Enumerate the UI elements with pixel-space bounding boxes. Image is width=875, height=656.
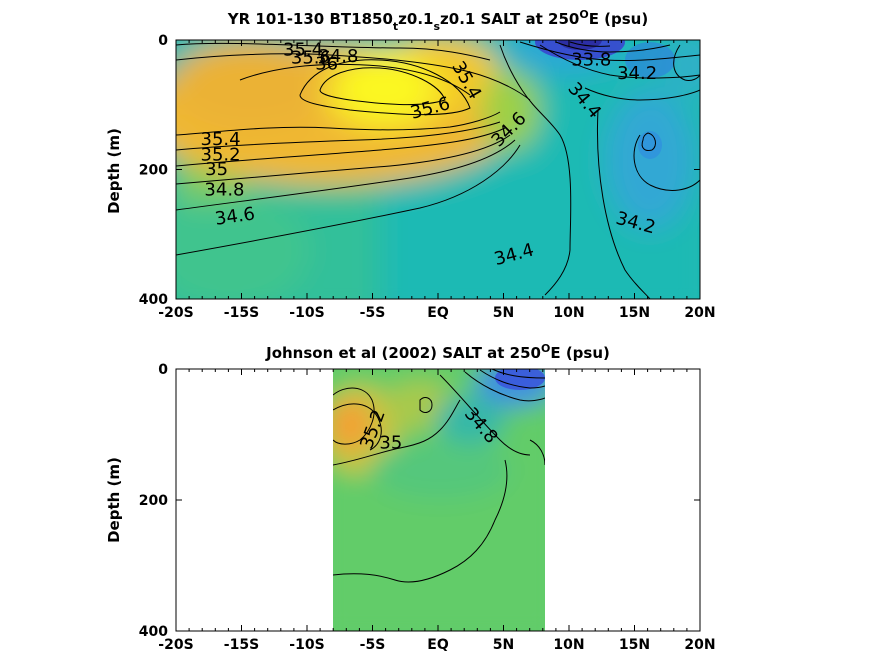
top-contour-label: 35.4 xyxy=(283,40,323,61)
top-x-tick-label: -15S xyxy=(224,305,259,321)
top-x-tick-label: 10N xyxy=(553,305,584,321)
bottom-contour-label: 35 xyxy=(379,432,402,453)
top-x-tick-label: -20S xyxy=(158,305,193,321)
top-y-axis-label: Depth (m) xyxy=(105,128,123,214)
bottom-y-tick-label: 0 xyxy=(158,362,168,378)
top-contour-label: 36 xyxy=(315,53,338,74)
bottom-x-tick-label: -10S xyxy=(289,637,324,653)
top-y-tick-label: 200 xyxy=(139,163,168,179)
top-x-tick-label: EQ xyxy=(427,305,449,321)
top-x-tick-label: -10S xyxy=(289,305,324,321)
bottom-contour-lines xyxy=(333,369,545,583)
bottom-x-tick-label: 10N xyxy=(553,637,584,653)
top-chart-title: YR 101-130 BT1850tz0.1sz0.1 SALT at 250O… xyxy=(227,8,648,33)
top-contour-label: 35 xyxy=(205,159,228,180)
top-contour-label: 35.2 xyxy=(201,145,241,166)
bottom-x-tick-label: EQ xyxy=(427,637,449,653)
top-x-tick-label: 15N xyxy=(619,305,650,321)
top-x-tick-label: 5N xyxy=(493,305,514,321)
top-x-tick-label: 20N xyxy=(684,305,715,321)
top-contour-label: 33.8 xyxy=(571,49,611,70)
top-contour-label: 34.8 xyxy=(204,180,244,201)
bottom-x-tick-label: -5S xyxy=(360,637,386,653)
bottom-x-tick-label: 5N xyxy=(493,637,514,653)
top-panel: YR 101-130 BT1850tz0.1sz0.1 SALT at 250O… xyxy=(105,8,716,321)
top-y-tick-label: 400 xyxy=(139,292,168,308)
top-contour-label: 35.4 xyxy=(201,129,241,150)
bottom-salinity-field: 35.235 34.8 xyxy=(333,369,545,631)
bottom-x-tick-label: -15S xyxy=(224,637,259,653)
top-contour-label: 35.6 xyxy=(291,47,331,68)
top-contour-labels: 35.435.634.83635.635.435.23534.834.635.4… xyxy=(201,40,658,270)
top-contour-lines xyxy=(176,41,700,299)
bottom-x-tick-label: 15N xyxy=(619,637,650,653)
top-y-tick-label: 0 xyxy=(158,33,168,49)
top-salinity-field: 35.435.634.83635.635.435.23534.834.635.4… xyxy=(176,40,700,299)
top-ticks: -20S -15S -10S -5S EQ 5N 10N 15N 20N 0 200 400 xyxy=(139,33,716,321)
bottom-y-tick-label: 400 xyxy=(139,624,168,640)
bottom-panel: Johnson et al (2002) SALT at 250OE (psu) xyxy=(105,342,716,653)
bottom-chart-title: Johnson et al (2002) SALT at 250OE (psu) xyxy=(265,342,610,362)
top-x-tick-label: -5S xyxy=(360,305,386,321)
bottom-x-tick-label: 20N xyxy=(684,637,715,653)
bottom-ticks: -20S -15S -10S -5S EQ 5N 10N 15N 20N 0 200 400 xyxy=(139,362,716,653)
bottom-y-tick-label: 200 xyxy=(139,493,168,509)
bottom-y-axis-label: Depth (m) xyxy=(105,457,123,543)
top-contour-label: 34.8 xyxy=(318,46,358,67)
bottom-x-tick-label: -20S xyxy=(158,637,193,653)
top-contour-label: 34.2 xyxy=(617,63,657,84)
